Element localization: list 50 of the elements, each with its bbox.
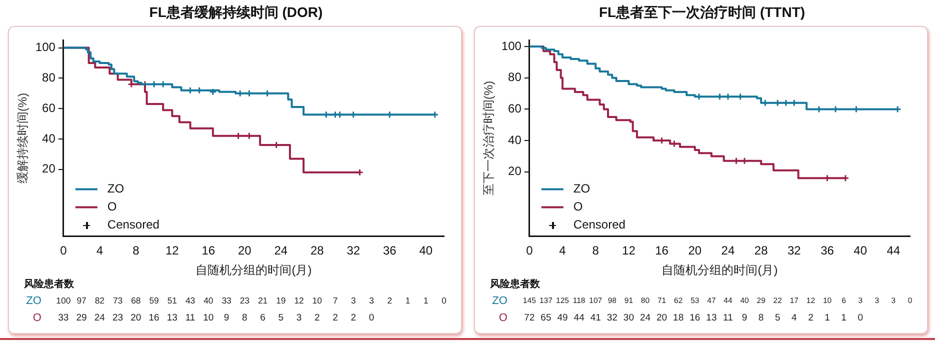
y-tick-label: 80	[508, 70, 522, 84]
annotation: Censored	[107, 218, 160, 232]
x-axis-title: 自随机分组的时间(月)	[196, 263, 312, 278]
x-axis-title: 自随机分组的时间(月)	[662, 263, 778, 278]
x-tick-label: 4	[559, 244, 566, 258]
chart-title: FL患者至下一次治疗时间 (TTNT)	[598, 4, 806, 22]
x-tick-label: 0	[526, 244, 534, 258]
x-tick-label: 8	[592, 244, 600, 258]
x-tick-label: 44	[886, 244, 900, 258]
x-tick-label: 36	[820, 244, 834, 258]
x-tick-label: 40	[419, 244, 433, 258]
y-tick-label: 20	[42, 162, 56, 176]
text: O 72 65 49 44 41 32 30 24 20 18 16 13 11 9 8 5 4 2 1 1 0	[498, 312, 864, 324]
x-tick-label: 28	[310, 244, 324, 258]
text: 风险患者数	[23, 278, 75, 290]
y-tick-label: 20	[508, 164, 522, 178]
x-tick-label: 40	[854, 244, 868, 258]
x-tick-label: 16	[655, 244, 669, 258]
x-tick-label: 24	[721, 244, 735, 258]
x-tick-label: 8	[132, 244, 140, 258]
annotation: Censored	[573, 218, 626, 232]
legend-label: ZO	[107, 182, 124, 196]
legend-label: O	[573, 200, 583, 214]
x-tick-label: 32	[346, 244, 360, 258]
chart-title: FL患者缓解持续时间 (DOR)	[148, 4, 324, 22]
text: 风险患者数	[489, 278, 541, 290]
y-tick-label: 100	[501, 38, 522, 53]
y-tick-label: 100	[35, 40, 56, 54]
x-tick-label: 4	[96, 244, 104, 258]
x-tick-label: 0	[60, 244, 68, 258]
y-tick-label: 40	[508, 132, 522, 147]
y-axis-title: 至下一次治疗时间(%)	[482, 80, 496, 196]
legend-label: ZO	[573, 182, 590, 196]
x-tick-label: 16	[202, 244, 216, 258]
x-tick-label: 28	[754, 244, 768, 258]
y-tick-label: 60	[42, 100, 56, 115]
text: O 33 29 24 23 20 16 13 11 10 9 8 6 5 3 2 2 2 0	[32, 312, 374, 324]
text: ZO 100 97 82 73 68 59 51 43 40 33 23 21 19 12 10 7 3 3 2 1 1 0	[26, 295, 446, 308]
y-axis-title: 缓解持续时间(%)	[16, 92, 30, 184]
y-tick-label: 80	[42, 70, 56, 84]
y-tick-label: 60	[508, 102, 522, 116]
y-tick-label: 40	[42, 131, 56, 146]
x-tick-label: 36	[382, 244, 397, 258]
x-tick-label: 12	[165, 244, 180, 258]
x-tick-label: 12	[622, 244, 636, 258]
x-tick-label: 20	[238, 244, 252, 258]
x-tick-label: 24	[274, 244, 288, 258]
legend-label: O	[107, 200, 117, 214]
x-tick-label: 32	[787, 244, 802, 258]
x-tick-label: 20	[688, 244, 702, 258]
